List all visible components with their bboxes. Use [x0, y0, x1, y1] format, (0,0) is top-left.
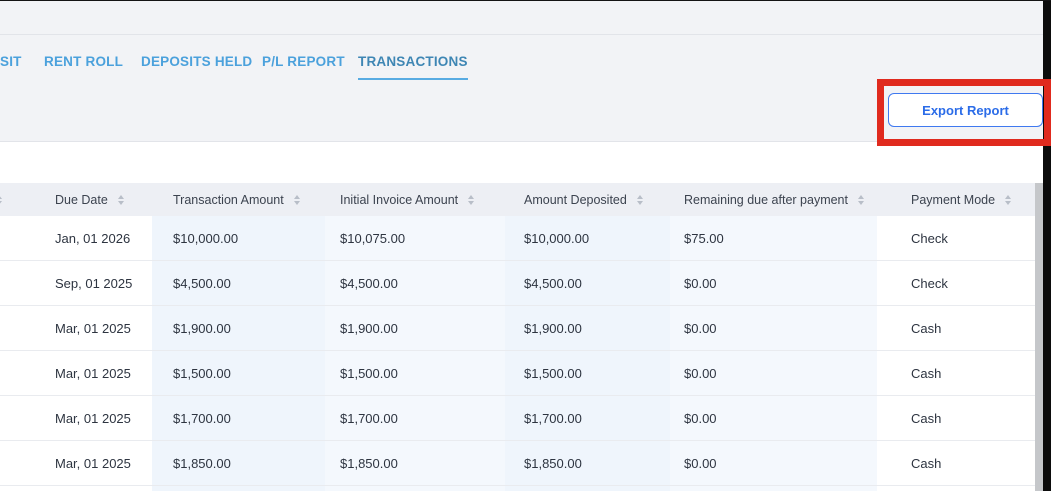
cell-transaction-amount: $1,900.00	[152, 306, 325, 350]
column-header-transaction-amount[interactable]: Transaction Amount	[152, 193, 325, 207]
table-row: Mar, 01 2025 $1,900.00 $1,900.00 $1,900.…	[0, 306, 1035, 351]
cell-transaction-amount: $1,850.00	[152, 441, 325, 485]
cell-due-date	[14, 486, 152, 491]
cell-payment-mode: Cash	[911, 455, 942, 471]
transactions-table: Due Date Transaction Amount Initial Invo…	[0, 183, 1035, 491]
column-header-due-date[interactable]: Due Date	[14, 193, 152, 207]
cell-hidden	[0, 441, 14, 485]
cell-due-date: Jan, 01 2026	[55, 230, 131, 246]
column-header-remaining-due[interactable]: Remaining due after payment	[670, 193, 877, 207]
table-row: Mar, 01 2025 $1,850.00 $1,850.00 $1,850.…	[0, 441, 1035, 486]
column-label: Due Date	[55, 192, 108, 207]
cell-due-date: Mar, 01 2025	[55, 410, 131, 426]
cell-initial-invoice-amount: $1,850.00	[325, 441, 505, 485]
table-row: Sep, 01 2025 $4,500.00 $4,500.00 $4,500.…	[0, 261, 1035, 306]
table-header-row: Due Date Transaction Amount Initial Invo…	[0, 183, 1035, 216]
column-label: Amount Deposited	[524, 192, 627, 207]
tab-transactions[interactable]: TRANSACTIONS	[358, 54, 468, 80]
cell-amount-deposited	[505, 486, 670, 491]
cell-due-date: Sep, 01 2025	[55, 275, 133, 291]
table-row-partial	[0, 486, 1035, 491]
sort-icon[interactable]	[636, 194, 643, 205]
cell-transaction-amount: $1,500.00	[152, 351, 325, 395]
cell-remaining-due: $0.00	[670, 351, 877, 395]
cell-due-date: Mar, 01 2025	[55, 365, 131, 381]
cell-amount-deposited: $1,500.00	[505, 351, 670, 395]
cell-amount-deposited: $1,850.00	[505, 441, 670, 485]
column-label: Initial Invoice Amount	[340, 192, 459, 207]
sort-icon[interactable]	[0, 194, 2, 205]
tab-rent-roll[interactable]: RENT ROLL	[44, 54, 124, 69]
cell-hidden	[0, 486, 14, 491]
cell-hidden	[0, 216, 14, 260]
column-header-payment-mode[interactable]: Payment Mode	[877, 193, 1035, 207]
cell-initial-invoice-amount	[325, 486, 505, 491]
cell-amount-deposited: $1,700.00	[505, 396, 670, 440]
table-row: Jan, 01 2026 $10,000.00 $10,075.00 $10,0…	[0, 216, 1035, 261]
cell-amount-deposited: $1,900.00	[505, 306, 670, 350]
cell-payment-mode: Cash	[911, 410, 942, 426]
cell-payment-mode: Cash	[911, 320, 942, 336]
cell-transaction-amount: $10,000.00	[152, 216, 325, 260]
cell-payment-mode	[877, 486, 1035, 491]
sort-icon[interactable]	[857, 194, 864, 205]
cell-payment-mode: Check	[911, 275, 948, 291]
top-band: SIT RENT ROLL DEPOSITS HELD P/L REPORT T…	[0, 1, 1043, 142]
cell-transaction-amount: $1,700.00	[152, 396, 325, 440]
cell-due-date: Mar, 01 2025	[55, 455, 131, 471]
top-divider	[0, 34, 1043, 35]
vertical-scrollbar[interactable]	[1035, 183, 1043, 491]
cell-remaining-due: $0.00	[670, 396, 877, 440]
table-row: Mar, 01 2025 $1,500.00 $1,500.00 $1,500.…	[0, 351, 1035, 396]
tab-deposits-held[interactable]: DEPOSITS HELD	[141, 54, 253, 69]
column-label: Payment Mode	[911, 192, 996, 207]
cell-hidden	[0, 261, 14, 305]
export-report-button[interactable]: Export Report	[888, 93, 1043, 127]
cell-hidden	[0, 396, 14, 440]
cell-remaining-due	[670, 486, 877, 491]
cell-initial-invoice-amount: $1,500.00	[325, 351, 505, 395]
table-row: Mar, 01 2025 $1,700.00 $1,700.00 $1,700.…	[0, 396, 1035, 441]
tab-pl-report[interactable]: P/L REPORT	[262, 54, 345, 69]
column-header-initial-invoice-amount[interactable]: Initial Invoice Amount	[325, 193, 505, 207]
cell-transaction-amount: $4,500.00	[152, 261, 325, 305]
column-label: Transaction Amount	[173, 192, 284, 207]
cell-remaining-due: $75.00	[670, 216, 877, 260]
cell-transaction-amount	[152, 486, 325, 491]
sort-icon[interactable]	[1005, 194, 1012, 205]
sort-icon[interactable]	[293, 194, 300, 205]
cell-remaining-due: $0.00	[670, 306, 877, 350]
cell-initial-invoice-amount: $10,075.00	[325, 216, 505, 260]
cell-amount-deposited: $10,000.00	[505, 216, 670, 260]
cell-payment-mode: Cash	[911, 365, 942, 381]
cell-hidden	[0, 351, 14, 395]
cell-initial-invoice-amount: $1,700.00	[325, 396, 505, 440]
sort-icon[interactable]	[468, 194, 475, 205]
cell-initial-invoice-amount: $1,900.00	[325, 306, 505, 350]
screen-edge-strip	[1043, 1, 1051, 491]
cell-remaining-due: $0.00	[670, 261, 877, 305]
sort-icon[interactable]	[117, 194, 124, 205]
cell-hidden	[0, 306, 14, 350]
cell-payment-mode: Check	[911, 230, 948, 246]
column-header-hidden[interactable]	[0, 194, 14, 205]
cell-initial-invoice-amount: $4,500.00	[325, 261, 505, 305]
scrollbar-thumb[interactable]	[1035, 183, 1043, 491]
tab-deposit-partial[interactable]: SIT	[0, 54, 22, 69]
column-header-amount-deposited[interactable]: Amount Deposited	[505, 193, 670, 207]
cell-amount-deposited: $4,500.00	[505, 261, 670, 305]
cell-due-date: Mar, 01 2025	[55, 320, 131, 336]
column-label: Remaining due after payment	[684, 192, 848, 207]
cell-remaining-due: $0.00	[670, 441, 877, 485]
